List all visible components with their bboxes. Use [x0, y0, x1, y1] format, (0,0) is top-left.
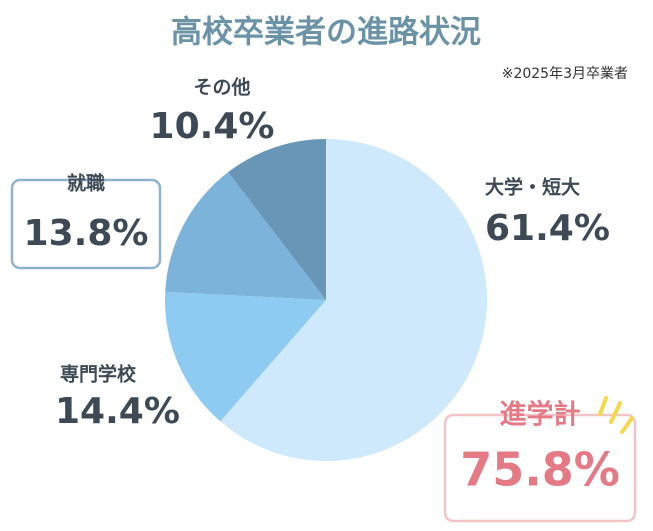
- slice-label: 大学・短大: [485, 176, 580, 199]
- total-label: 進学計: [500, 399, 581, 431]
- total-box: [443, 413, 637, 523]
- pie-slice: [165, 291, 326, 422]
- slice-value: 61.4%: [485, 208, 610, 249]
- slice-value: 10.4%: [150, 106, 275, 147]
- label-box: [10, 178, 162, 270]
- sparkle: [598, 396, 634, 434]
- note: ※2025年3月卒業者: [502, 66, 628, 82]
- pie-slice: [220, 139, 488, 461]
- total-value: 75.8%: [460, 443, 620, 497]
- chart-title: 高校卒業者の進路状況: [171, 15, 481, 51]
- slice-value: 13.8%: [24, 213, 149, 254]
- pie: [165, 139, 488, 461]
- slice-value: 14.4%: [55, 391, 180, 432]
- pie-slice: [165, 172, 326, 300]
- pie-slice: [228, 139, 326, 300]
- slice-label: 専門学校: [60, 363, 137, 386]
- slice-label: その他: [193, 76, 250, 99]
- slice-label: 就職: [67, 172, 105, 195]
